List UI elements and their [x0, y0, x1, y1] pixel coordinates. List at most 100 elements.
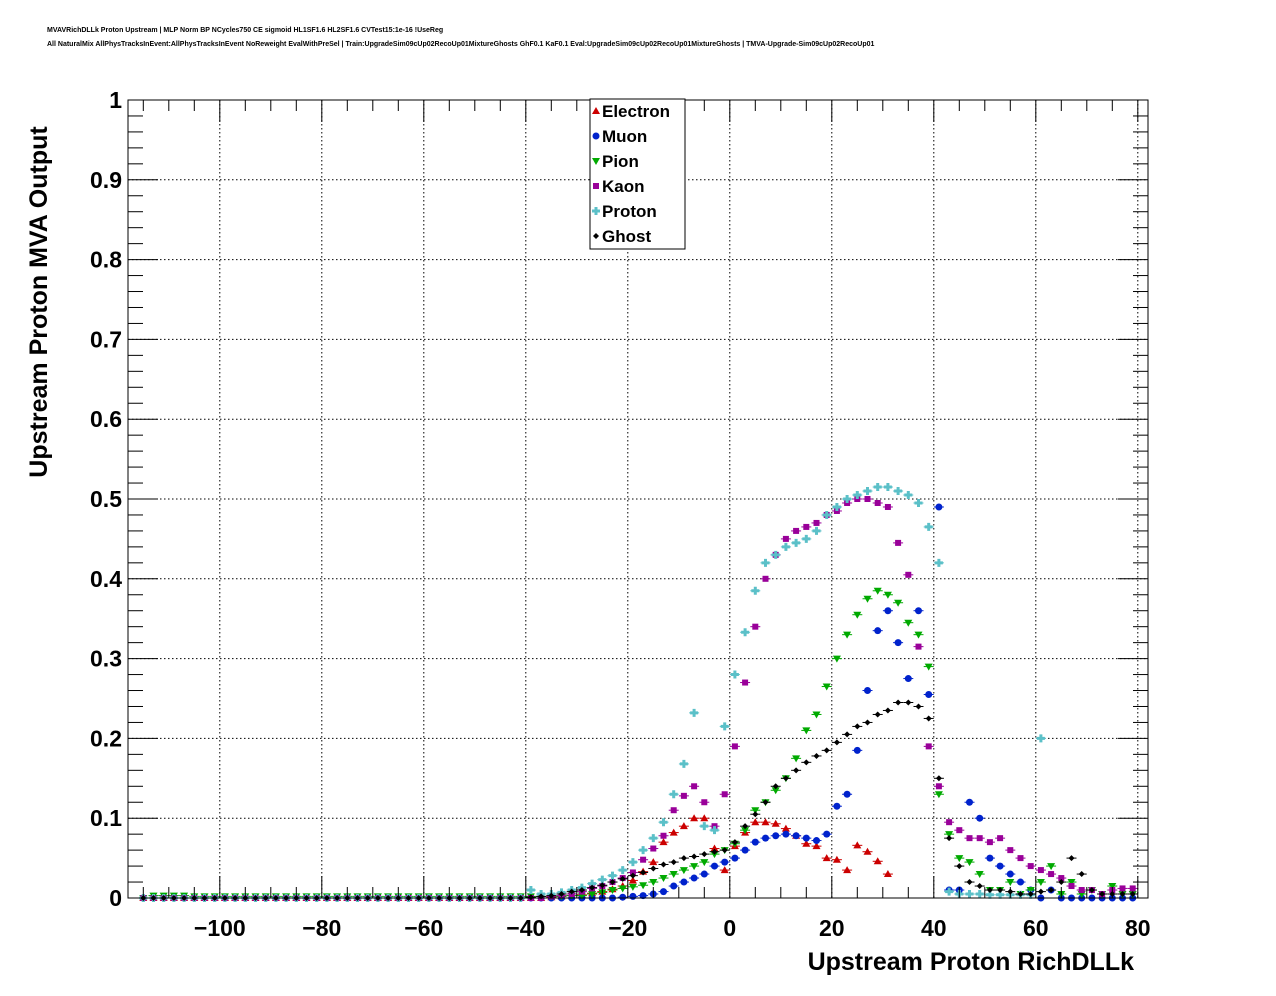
data-point [966, 798, 973, 806]
y-tick-label: 0.2 [90, 725, 122, 751]
data-point [883, 870, 892, 878]
series-proton [138, 483, 1046, 902]
data-point [1048, 887, 1055, 894]
data-point [863, 487, 872, 496]
data-point [741, 846, 749, 854]
data-point [793, 767, 800, 774]
data-point [649, 858, 658, 866]
data-point [679, 867, 688, 875]
x-tick-label: 60 [1023, 915, 1049, 941]
data-point [874, 627, 882, 635]
data-point [965, 859, 974, 867]
data-point [782, 830, 790, 838]
data-point [649, 834, 658, 843]
data-point [568, 888, 575, 895]
legend-item-kaon: Kaon [593, 177, 645, 196]
data-point [792, 832, 800, 840]
data-point [1007, 847, 1014, 854]
data-point [1006, 879, 1015, 887]
data-point [822, 683, 831, 691]
data-point [599, 882, 606, 889]
data-point [812, 526, 821, 535]
data-point [1037, 867, 1044, 874]
data-point [741, 827, 750, 835]
data-point [803, 759, 810, 766]
legend-label: Ghost [602, 227, 651, 246]
data-point [986, 854, 994, 862]
data-point [853, 611, 862, 619]
data-point [895, 699, 902, 706]
data-point [935, 503, 943, 511]
y-tick-label: 0.6 [90, 406, 122, 432]
data-point [781, 542, 790, 551]
legend-marker [592, 207, 600, 215]
data-point [946, 835, 953, 842]
legend-item-proton: Proton [592, 202, 657, 221]
x-tick-label: 40 [921, 915, 947, 941]
data-point [895, 539, 902, 546]
data-point [925, 743, 932, 750]
data-point [619, 875, 626, 882]
data-point [751, 818, 760, 826]
data-point [670, 859, 677, 866]
data-point [965, 890, 974, 899]
data-point [670, 807, 677, 814]
data-point [874, 711, 881, 718]
x-tick-label: −20 [608, 915, 647, 941]
data-point [1129, 891, 1136, 898]
grid [128, 99, 1148, 899]
data-point [905, 571, 912, 578]
data-point [864, 687, 871, 695]
data-point [874, 499, 881, 506]
y-tick-label: 0.8 [90, 247, 122, 273]
data-point [1006, 870, 1014, 878]
data-point [701, 851, 708, 858]
data-point [873, 587, 882, 595]
data-point [741, 628, 750, 637]
data-point [986, 887, 993, 894]
data-point [966, 879, 973, 886]
data-point [802, 839, 811, 847]
data-point [680, 855, 687, 862]
y-tick-label: 1 [109, 87, 122, 113]
data-point [844, 731, 851, 738]
data-point [659, 875, 668, 883]
data-point [721, 858, 729, 866]
data-point [588, 891, 597, 899]
data-point [935, 775, 942, 782]
data-point [669, 790, 678, 799]
data-point [619, 893, 627, 901]
data-point [956, 863, 963, 870]
data-point [1017, 878, 1024, 886]
x-tick-label: −100 [194, 915, 246, 941]
data-point [792, 755, 801, 763]
data-point [985, 890, 994, 899]
data-point [843, 790, 851, 798]
data-point [793, 527, 800, 534]
legend-item-ghost: Ghost [593, 227, 651, 246]
data-point [589, 884, 596, 891]
data-point [751, 807, 760, 815]
data-point [752, 623, 759, 630]
x-tick-label: 80 [1125, 915, 1151, 941]
data-point [802, 834, 810, 842]
data-point [660, 832, 667, 839]
data-point [904, 675, 912, 683]
x-tick-label: 0 [723, 915, 736, 941]
legend-label: Electron [602, 102, 670, 121]
series-kaon [138, 496, 1138, 901]
data-point [1037, 888, 1044, 895]
data-point [833, 802, 841, 810]
data-point [731, 743, 738, 750]
data-point [884, 503, 891, 510]
data-point [700, 814, 709, 822]
axis-ticks: −100 −80 −60 −40 −20 0 20 40 60 80 0 0.1 0.2 0.3 0.4 0.… [90, 87, 1151, 941]
data-point [1058, 879, 1065, 886]
legend: Electron Muon Pion Kaon Proton Ghost [589, 98, 686, 250]
data-point [629, 872, 636, 879]
legend-marker [592, 132, 600, 140]
data-point [629, 869, 636, 876]
data-point [832, 655, 841, 663]
legend-marker [592, 158, 600, 165]
data-point [700, 870, 708, 878]
